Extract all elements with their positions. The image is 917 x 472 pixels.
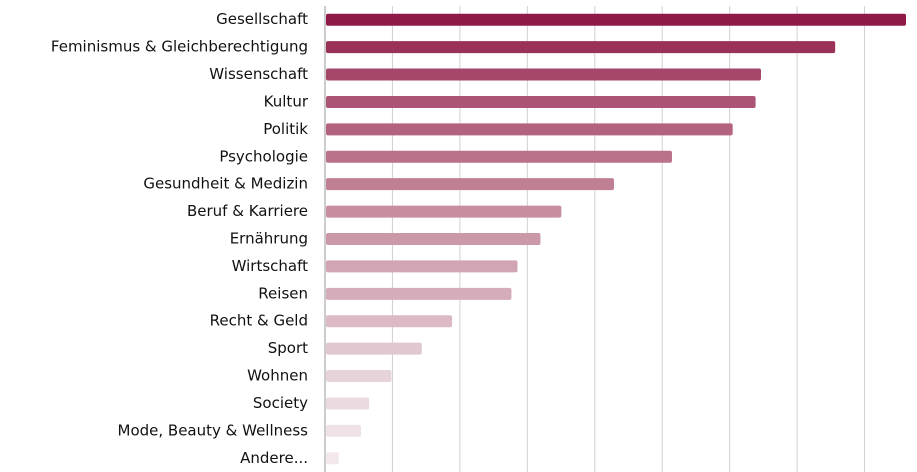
category-label: Andere... xyxy=(240,449,308,467)
category-label: Recht & Geld xyxy=(210,312,308,330)
bar xyxy=(326,315,453,328)
bar xyxy=(326,424,362,437)
category-label: Society xyxy=(253,394,308,412)
category-label: Wohnen xyxy=(247,367,308,385)
category-label: Sport xyxy=(268,339,308,357)
category-label: Reisen xyxy=(258,284,308,302)
category-label: Gesundheit & Medizin xyxy=(143,175,308,193)
bar xyxy=(326,13,906,26)
bar xyxy=(326,287,512,300)
category-label: Wissenschaft xyxy=(209,65,308,83)
bar xyxy=(326,178,614,191)
category-label: Ernährung xyxy=(230,230,308,248)
category-label: Gesellschaft xyxy=(216,10,308,28)
category-label: Feminismus & Gleichberechtigung xyxy=(51,38,308,56)
bar xyxy=(326,123,733,136)
bar xyxy=(326,150,672,163)
bar xyxy=(326,342,422,355)
category-label: Beruf & Karriere xyxy=(187,202,308,220)
bar xyxy=(326,68,761,81)
bar xyxy=(326,233,541,245)
bar xyxy=(326,370,392,383)
bar xyxy=(326,41,836,54)
category-label: Politik xyxy=(263,120,308,138)
category-label: Kultur xyxy=(264,92,309,110)
category-label: Wirtschaft xyxy=(232,257,308,275)
bar xyxy=(326,205,562,218)
category-label: Psychologie xyxy=(219,147,308,165)
bar xyxy=(326,95,756,108)
bar xyxy=(326,397,370,410)
category-label: Mode, Beauty & Wellness xyxy=(118,421,309,439)
bar xyxy=(326,452,339,465)
bar xyxy=(326,260,518,273)
